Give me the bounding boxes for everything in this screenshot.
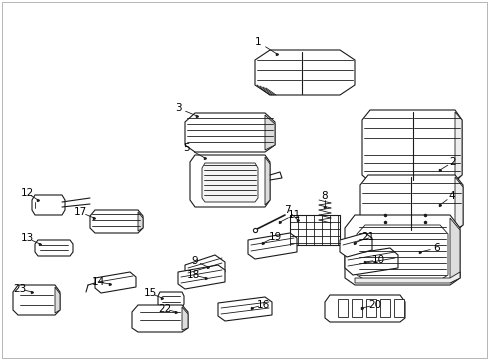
Polygon shape [361, 110, 461, 182]
Text: 22: 22 [158, 304, 171, 314]
Polygon shape [158, 292, 183, 308]
Text: 16: 16 [256, 300, 269, 310]
Polygon shape [264, 157, 269, 205]
Polygon shape [289, 215, 339, 245]
Text: 13: 13 [20, 233, 34, 243]
Polygon shape [202, 163, 258, 202]
Polygon shape [32, 195, 65, 215]
Text: 6: 6 [433, 243, 439, 253]
Polygon shape [337, 299, 347, 317]
Polygon shape [379, 299, 389, 317]
Polygon shape [182, 307, 187, 330]
Polygon shape [345, 248, 397, 275]
Polygon shape [247, 233, 296, 259]
Text: 14: 14 [91, 277, 104, 287]
Polygon shape [393, 299, 403, 317]
Text: 17: 17 [73, 207, 86, 217]
Polygon shape [345, 215, 459, 285]
Polygon shape [339, 233, 371, 257]
Text: 5: 5 [183, 143, 190, 153]
Text: 2: 2 [449, 157, 455, 167]
Text: 8: 8 [321, 191, 327, 201]
Text: 9: 9 [191, 256, 198, 266]
Polygon shape [264, 115, 274, 150]
Text: 3: 3 [174, 103, 181, 113]
Text: 10: 10 [371, 255, 384, 265]
Polygon shape [178, 265, 224, 289]
Polygon shape [454, 112, 461, 180]
Polygon shape [354, 272, 459, 283]
Polygon shape [95, 272, 136, 293]
Polygon shape [13, 285, 60, 315]
Text: 20: 20 [367, 300, 381, 310]
Text: 15: 15 [143, 288, 156, 298]
Text: 21: 21 [361, 232, 374, 242]
Polygon shape [454, 177, 462, 230]
Polygon shape [359, 175, 462, 232]
Text: 11: 11 [287, 210, 300, 220]
Polygon shape [254, 50, 354, 95]
Text: 1: 1 [254, 37, 261, 47]
Polygon shape [184, 113, 274, 152]
Polygon shape [55, 287, 60, 313]
Polygon shape [132, 305, 187, 332]
Text: 12: 12 [20, 188, 34, 198]
Text: 23: 23 [13, 284, 26, 294]
Polygon shape [35, 240, 73, 256]
Text: 18: 18 [186, 270, 199, 280]
Polygon shape [90, 210, 142, 233]
Text: 7: 7 [283, 205, 290, 215]
Polygon shape [138, 212, 142, 231]
Polygon shape [190, 155, 269, 207]
Polygon shape [218, 297, 271, 321]
Polygon shape [449, 218, 459, 283]
Polygon shape [365, 299, 375, 317]
Polygon shape [351, 299, 361, 317]
Text: 19: 19 [268, 232, 281, 242]
Polygon shape [356, 225, 447, 280]
Polygon shape [325, 295, 404, 322]
Polygon shape [184, 255, 224, 282]
Text: 4: 4 [448, 191, 454, 201]
